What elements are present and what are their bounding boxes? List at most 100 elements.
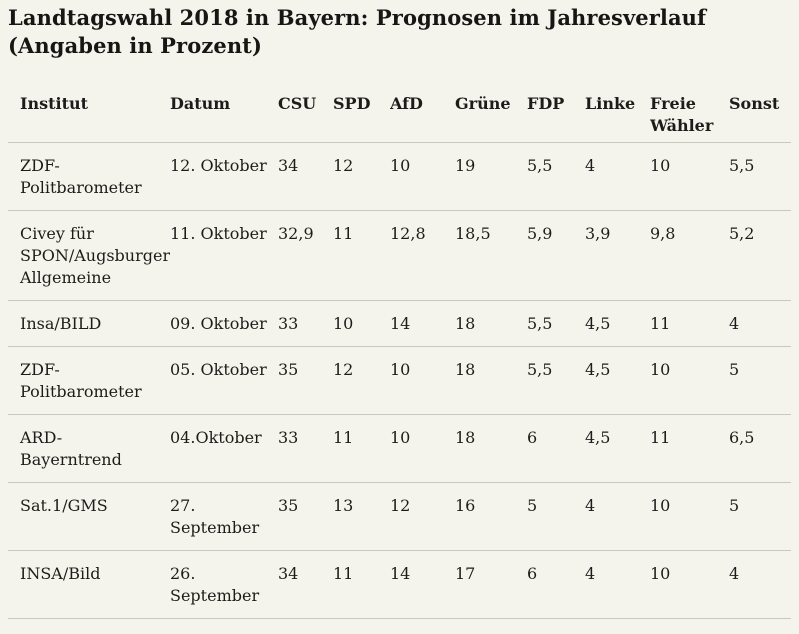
value-cell: 19 [455,142,527,212]
value-cell: 11 [650,414,729,484]
institut-cell: Civey für SPON/Augsburger Allgemeine [8,210,170,302]
institut-cell: ZDF-Politbarometer [8,142,170,212]
value-cell: 5 [729,482,791,552]
value-cell: 3,9 [585,210,650,302]
column-header-sonst: Sonst [729,83,791,144]
value-cell: 11 [650,300,729,348]
institut-cell: Insa/BILD [8,300,170,348]
datum-cell: 11. Oktober [170,210,278,302]
value-cell: 12 [333,142,390,212]
value-cell: 11 [333,414,390,484]
column-header-grüne: Grüne [455,83,527,144]
value-cell: 35 [278,482,333,552]
value-cell: 5,5 [527,346,585,416]
value-cell: 4 [729,618,791,634]
value-cell: 4 [729,300,791,348]
table-row: Civey für SPON/Augsburger Allgemeine 11. … [8,210,791,302]
value-cell: 9,8 [650,210,729,302]
value-cell: 5 [527,482,585,552]
column-header-fdp: FDP [527,83,585,144]
value-cell: 13 [333,482,390,552]
value-cell: 14 [390,300,455,348]
value-cell: 10 [650,142,729,212]
table-row: Insa/BILD 09. Oktober 33 10 14 18 5,5 4,5 11 4 [8,300,791,348]
value-cell: 4,5 [585,300,650,348]
table-row: ZDF-Politbarometer 12. Oktober 34 12 10 19 5,5… [8,142,791,212]
value-cell: 14 [390,550,455,620]
datum-cell: 05. Oktober [170,346,278,416]
value-cell: 4 [585,482,650,552]
value-cell: 4,5 [585,414,650,484]
column-header-institut: Institut [8,83,170,144]
value-cell: 36 [278,618,333,634]
value-cell: 5,5 [527,300,585,348]
value-cell: 34 [278,142,333,212]
table-row: ARD-Bayerntrend 04.Oktober 33 11 10 18 6 4,5 11 6… [8,414,791,484]
value-cell: 18 [455,346,527,416]
table-row: Civey für SPON/Augsburger Allgemeine24. … [8,618,791,634]
datum-cell: 26. September [170,550,278,620]
value-cell: 10 [333,300,390,348]
polls-table: Institut Datum CSU SPD AfD Grüne FDP Linke Freie… [8,83,791,634]
institut-cell: ARD-Bayerntrend [8,414,170,484]
table-row: Sat.1/GMS 27. September 35 13 12 16 5 4 10 5 [8,482,791,552]
value-cell: 4 [729,550,791,620]
value-cell: 4 [585,550,650,620]
value-cell: 4 [585,142,650,212]
institut-cell: INSA/Bild [8,550,170,620]
value-cell: 5,2 [729,210,791,302]
value-cell: 16 [455,482,527,552]
value-cell: 11 [333,550,390,620]
value-cell: 5 [527,618,585,634]
column-header-datum: Datum [170,83,278,144]
value-cell: 34 [278,550,333,620]
column-header-linke: Linke [585,83,650,144]
value-cell: 33 [278,414,333,484]
value-cell: 5 [729,346,791,416]
value-cell: 10 [390,142,455,212]
value-cell: 12 [390,482,455,552]
value-cell: 4,5 [585,346,650,416]
institut-cell: ZDF-Politbarometer [8,346,170,416]
institut-cell: Civey für SPON/Augsburger Allgemeine [8,618,170,634]
table-row: ZDF-Politbarometer 05. Oktober 35 12 10 18 5,5… [8,346,791,416]
header-row: Institut Datum CSU SPD AfD Grüne FDP Linke Freie… [8,83,791,144]
page-title: Landtagswahl 2018 in Bayern: Prognosen i… [8,5,707,58]
value-cell: 6 [527,550,585,620]
column-header-csu: CSU [278,83,333,144]
value-cell: 11 [333,210,390,302]
value-cell: 35 [278,346,333,416]
datum-cell: 24. September [170,618,278,634]
value-cell: 6,5 [729,414,791,484]
value-cell: 13,2 [390,618,455,634]
value-cell: 5,5 [527,142,585,212]
value-cell: 10 [390,414,455,484]
value-cell: 5,9 [527,210,585,302]
value-cell: 8,6 [650,618,729,634]
institut-cell: Sat.1/GMS [8,482,170,552]
datum-cell: 27. September [170,482,278,552]
value-cell: 18 [455,300,527,348]
value-cell: 18 [455,414,527,484]
value-cell: 10 [390,346,455,416]
value-cell: 6 [527,414,585,484]
value-cell: 10 [650,346,729,416]
datum-cell: 12. Oktober [170,142,278,212]
table-body: ZDF-Politbarometer 12. Oktober 34 12 10 19 5,5… [8,142,791,634]
value-cell: 12 [333,346,390,416]
value-cell: 10 [650,550,729,620]
table-row: INSA/Bild 26. September 34 11 14 17 6 4 10 4 [8,550,791,620]
value-cell: 3,3 [585,618,650,634]
column-header-spd: SPD [333,83,390,144]
column-header-afd: AfD [390,83,455,144]
value-cell: 12,1 [333,618,390,634]
value-cell: 17 [455,550,527,620]
value-cell: 32,9 [278,210,333,302]
value-cell: 17,9 [455,618,527,634]
datum-cell: 09. Oktober [170,300,278,348]
datum-cell: 04.Oktober [170,414,278,484]
value-cell: 10 [650,482,729,552]
value-cell: 33 [278,300,333,348]
column-header-freie-wähler: Freie Wähler [650,83,729,144]
